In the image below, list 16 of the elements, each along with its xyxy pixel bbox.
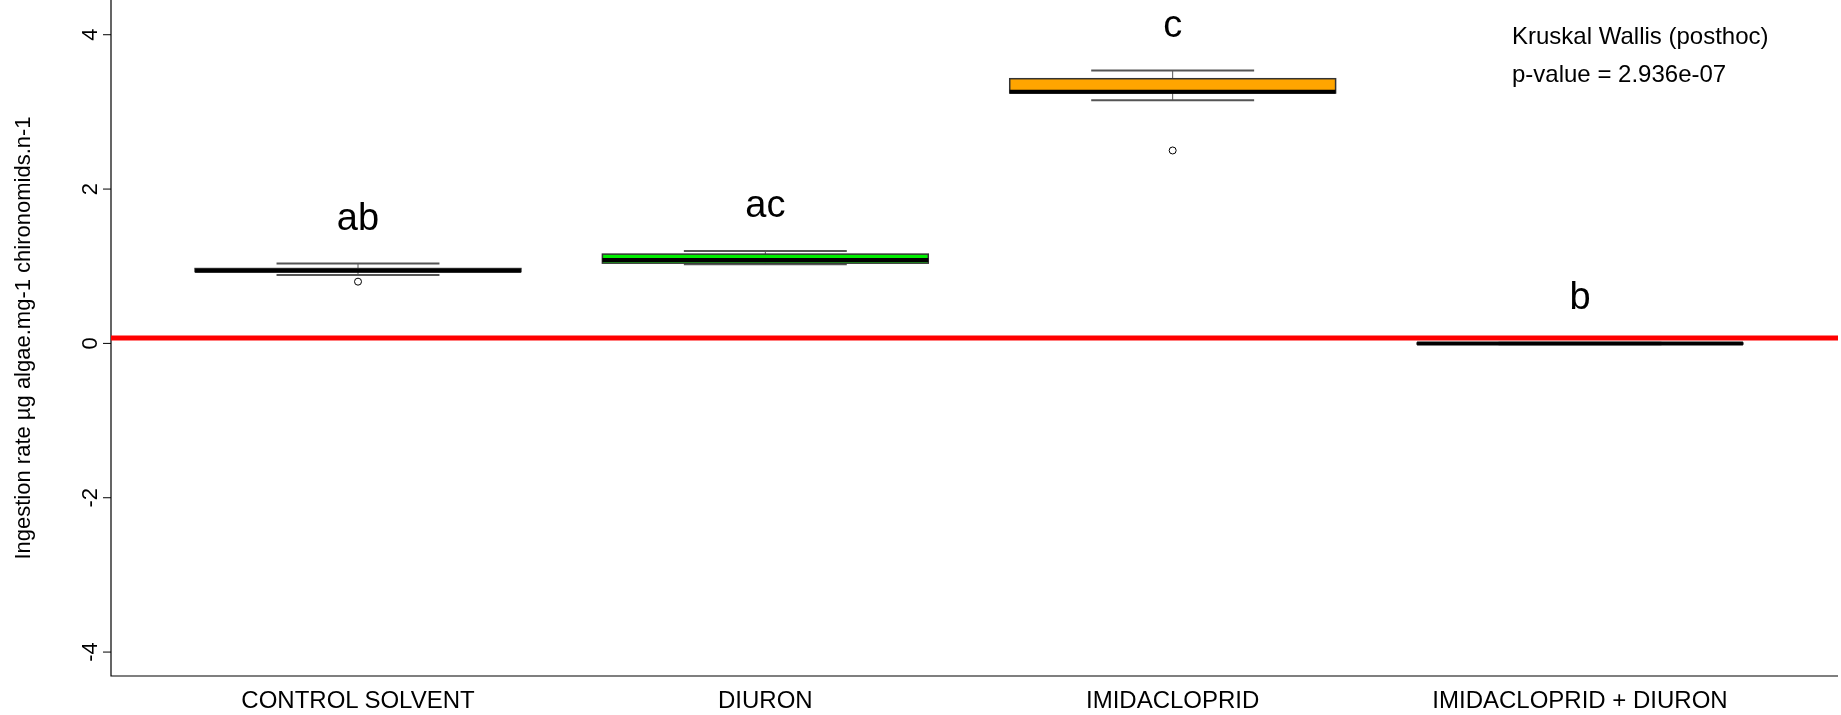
annotation: Kruskal Wallis (posthoc) [1512,22,1769,49]
x-tick-label: IMIDACLOPRID [1085,686,1260,713]
x-tick-label: CONTROL SOLVENT [241,686,476,713]
annotation: p-value = 2.936e-07 [1512,60,1727,87]
annotation: b [1569,274,1591,317]
y-axis-title: Ingestion rate µg algae.mg-1 chironomids.n-1 [10,116,35,560]
y-tick-label: 4 [77,28,102,41]
annotation: ab [336,195,380,238]
annotation: c [1163,2,1183,45]
y-tick-label: -4 [77,642,102,662]
annotation: ac [745,183,786,226]
x-tick-label: IMIDACLOPRID + DIURON [1432,686,1728,713]
y-tick-label: -2 [77,487,102,508]
y-tick-label: 2 [77,182,102,196]
y-tick-label: 0 [77,337,102,350]
x-tick-label: DIURON [718,686,813,713]
